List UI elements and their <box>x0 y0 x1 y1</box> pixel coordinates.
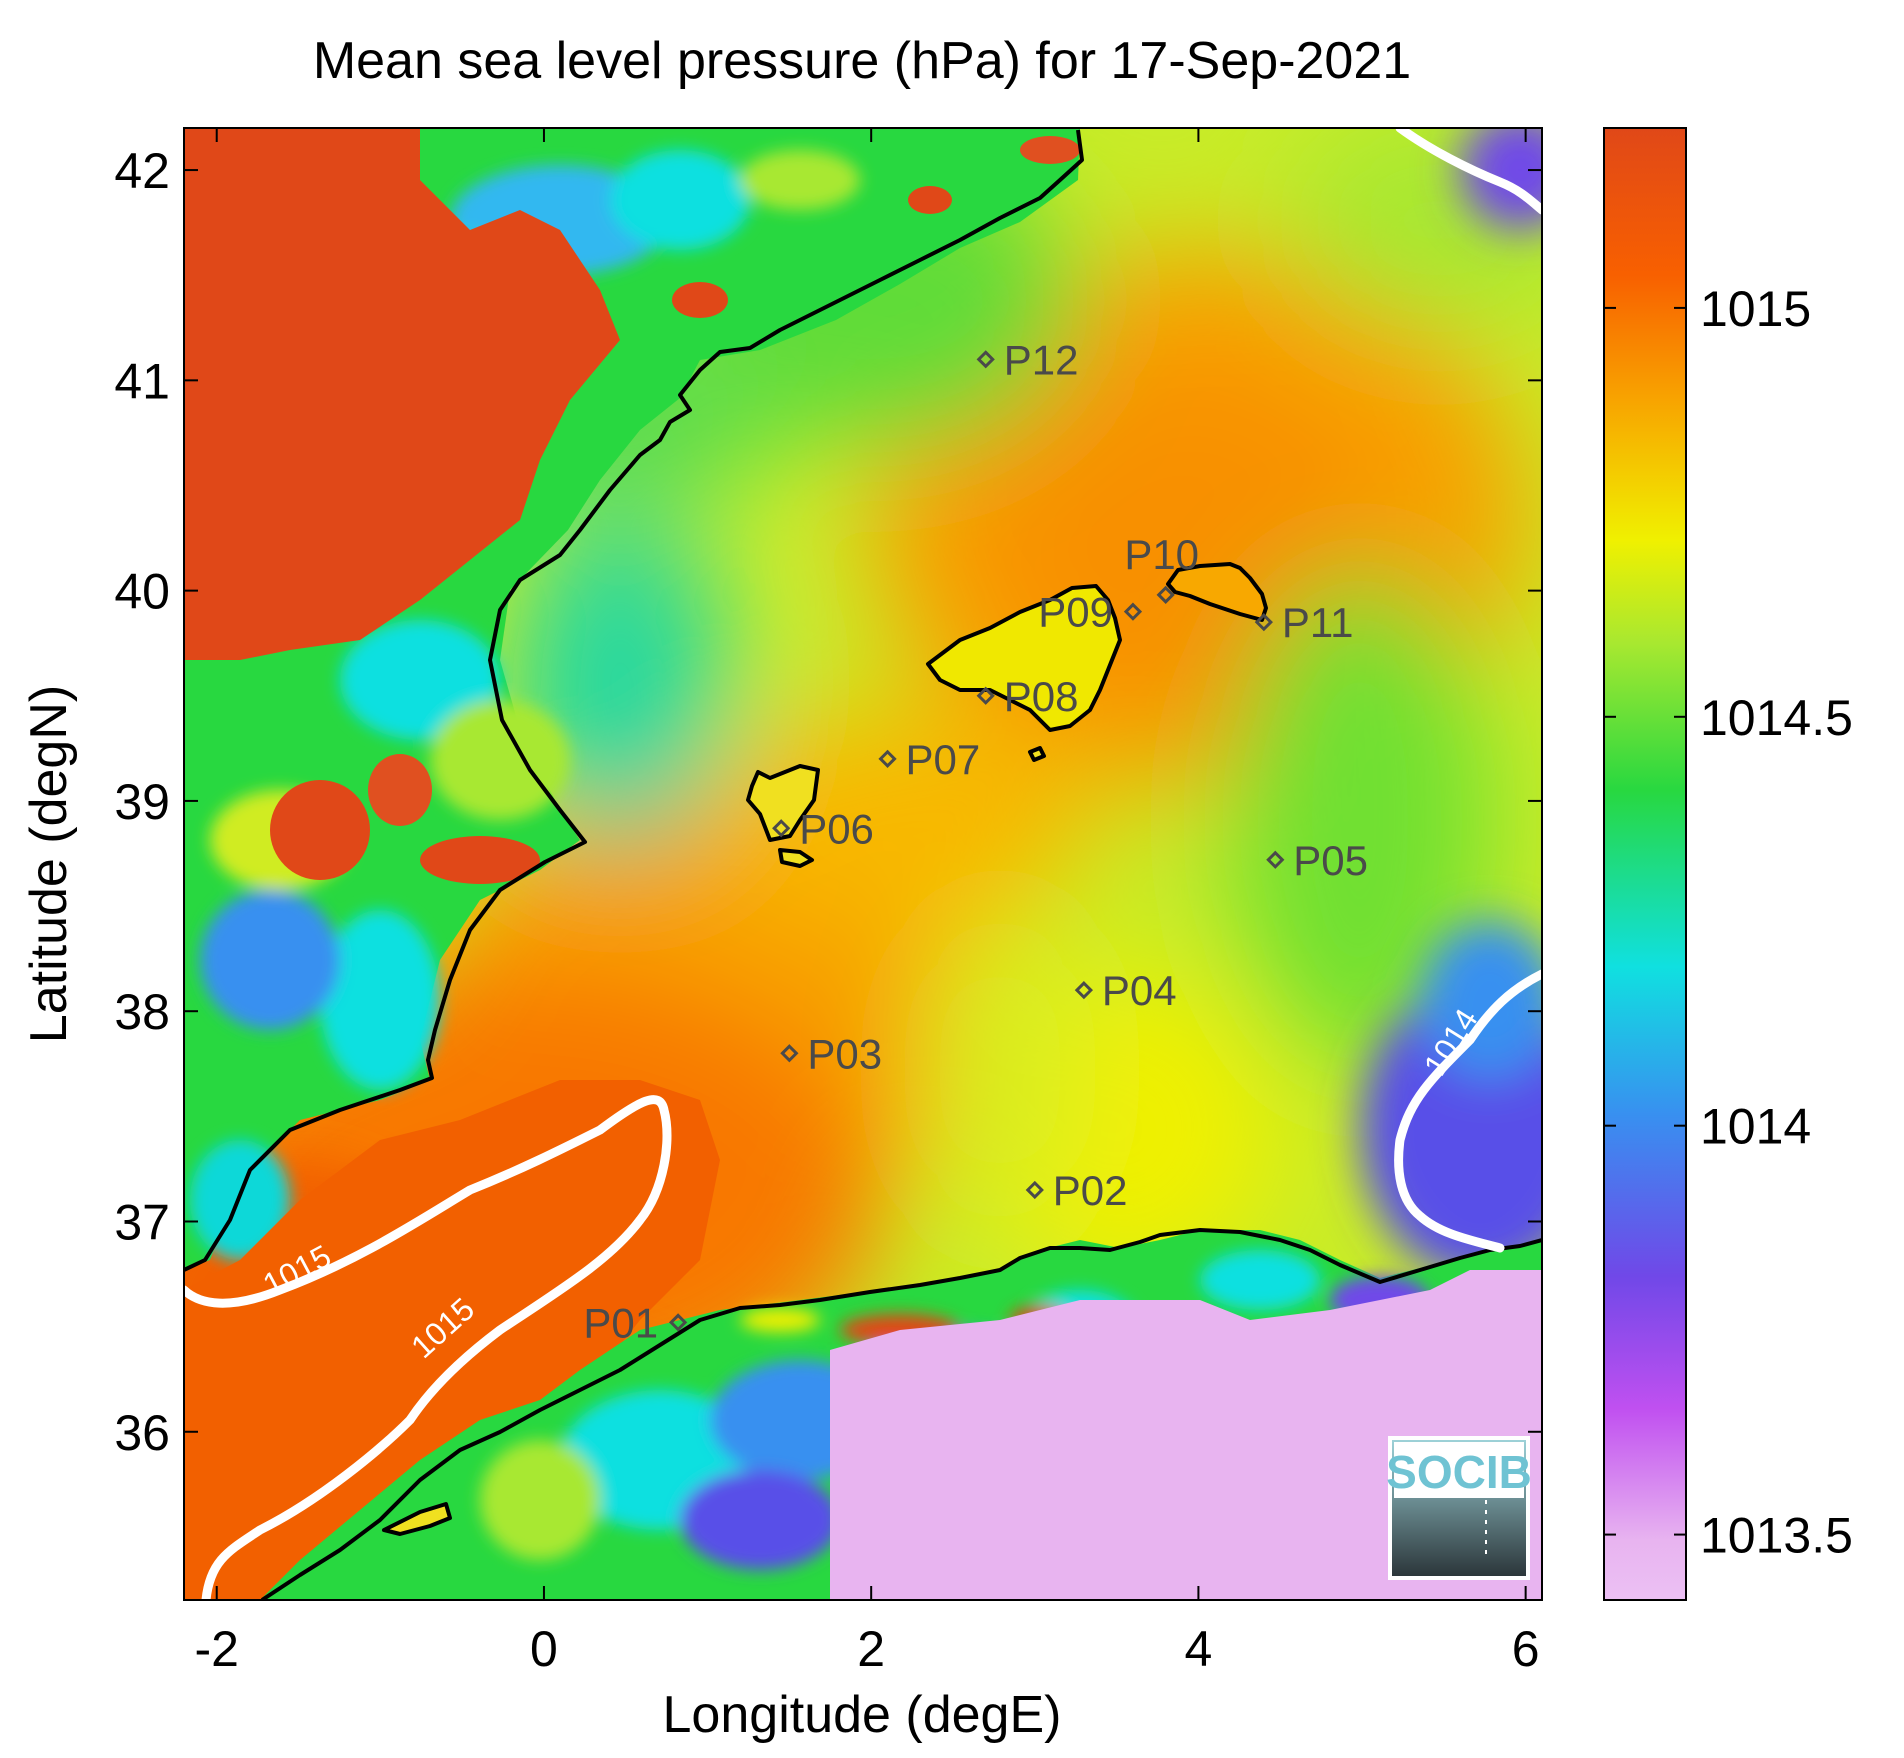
station-p07: P07 <box>878 736 981 783</box>
station-marker <box>1074 981 1094 1000</box>
socib-logo: SOCIB <box>1386 1436 1532 1580</box>
low-sw-sea-band <box>184 1080 720 1600</box>
y-tick-label: 42 <box>114 143 170 199</box>
x-axis-label: Longitude (degE) <box>663 1686 1062 1744</box>
station-label: P12 <box>1004 336 1079 383</box>
coast-alboran-island <box>382 1502 452 1536</box>
station-marker <box>1266 850 1285 869</box>
station-p03: P03 <box>780 1030 882 1077</box>
colorbar-tick-label: 1014 <box>1700 1099 1811 1155</box>
station-marker <box>878 749 897 768</box>
pressure-field-heatmap: SOCIB <box>184 128 1542 1600</box>
coast-cabrera <box>1028 746 1046 762</box>
colorbar-gradient <box>1603 127 1687 1601</box>
station-label: P09 <box>1038 589 1113 636</box>
x-tick-label: 6 <box>1512 1621 1540 1677</box>
x-tick-label: 4 <box>1185 1621 1213 1677</box>
colorbar-tick-label: 1015 <box>1700 281 1811 337</box>
station-marker <box>1025 1180 1044 1200</box>
station-p10: P10 <box>1124 531 1199 604</box>
colorbar-ticks: 1015 1014.5 1014 1013.5 <box>1604 281 1853 1564</box>
station-marker <box>976 686 995 705</box>
contour-1015-west <box>184 1095 672 1600</box>
contour-1014-east <box>1394 969 1542 1253</box>
station-p12: P12 <box>976 336 1079 383</box>
station-p11: P11 <box>1254 599 1354 646</box>
station-label: P08 <box>1004 673 1079 720</box>
station-p05: P05 <box>1266 837 1368 884</box>
station-marker <box>780 1044 799 1063</box>
chart-title: Mean sea level pressure (hPa) for 17-Sep… <box>313 32 1411 90</box>
station-marker <box>1123 602 1143 621</box>
coast-menorca <box>1166 562 1268 622</box>
x-tick-label: -2 <box>194 1621 238 1677</box>
station-marker <box>1254 613 1273 632</box>
station-marker <box>668 1313 688 1332</box>
station-p04: P04 <box>1074 967 1177 1014</box>
station-label: P10 <box>1124 531 1199 578</box>
y-tick-label: 37 <box>114 1194 170 1250</box>
station-marker <box>976 350 995 369</box>
station-marker <box>1156 585 1175 604</box>
pressure-contours <box>184 128 1542 1600</box>
y-tick-label: 40 <box>114 564 170 620</box>
colorbar-tick-label: 1013.5 <box>1700 1508 1853 1564</box>
low-pressure-land-violet <box>830 1270 1542 1600</box>
station-p01: P01 <box>583 1299 688 1346</box>
plot-frame <box>183 127 1543 1601</box>
coast-ibiza <box>746 764 820 842</box>
station-label: P01 <box>583 1299 658 1346</box>
station-p06: P06 <box>772 805 874 852</box>
colorbar: 1015 1014.5 1014 1013.5 <box>1603 127 1853 1601</box>
x-tick-label: 0 <box>530 1621 558 1677</box>
y-tick-label: 38 <box>114 984 170 1040</box>
station-label: P07 <box>906 736 981 783</box>
high-pressure-land-patch <box>184 128 620 660</box>
station-label: P06 <box>799 805 874 852</box>
coast-iberia <box>184 129 1084 1272</box>
small-red-land-patches <box>270 136 1080 884</box>
y-tick-label: 41 <box>114 353 170 409</box>
station-label: P05 <box>1293 837 1368 884</box>
coast-formentera <box>778 848 814 868</box>
x-tick-label: 2 <box>857 1621 885 1677</box>
station-label: P11 <box>1282 599 1354 646</box>
y-axis-label: Latitude (degN) <box>20 685 78 1043</box>
station-label: P03 <box>807 1030 882 1077</box>
station-p09: P09 <box>1038 589 1143 636</box>
colorbar-tick-label: 1014.5 <box>1700 690 1853 746</box>
y-axis-ticks: 36 37 38 39 40 41 42 <box>114 143 1542 1461</box>
station-label: P02 <box>1053 1167 1128 1214</box>
coastlines <box>184 129 1542 1600</box>
y-tick-label: 36 <box>114 1405 170 1461</box>
station-p08: P08 <box>976 673 1079 720</box>
coast-mallorca <box>926 584 1122 732</box>
station-label: P04 <box>1102 967 1177 1014</box>
x-axis-ticks: -2 0 2 4 6 <box>194 128 1540 1677</box>
coast-north-africa <box>260 1228 1542 1600</box>
y-tick-label: 39 <box>114 774 170 830</box>
contour-1014-ne <box>1395 128 1542 215</box>
station-marker <box>772 819 791 838</box>
station-p02: P02 <box>1025 1167 1128 1214</box>
socib-logo-text: SOCIB <box>1386 1446 1532 1498</box>
